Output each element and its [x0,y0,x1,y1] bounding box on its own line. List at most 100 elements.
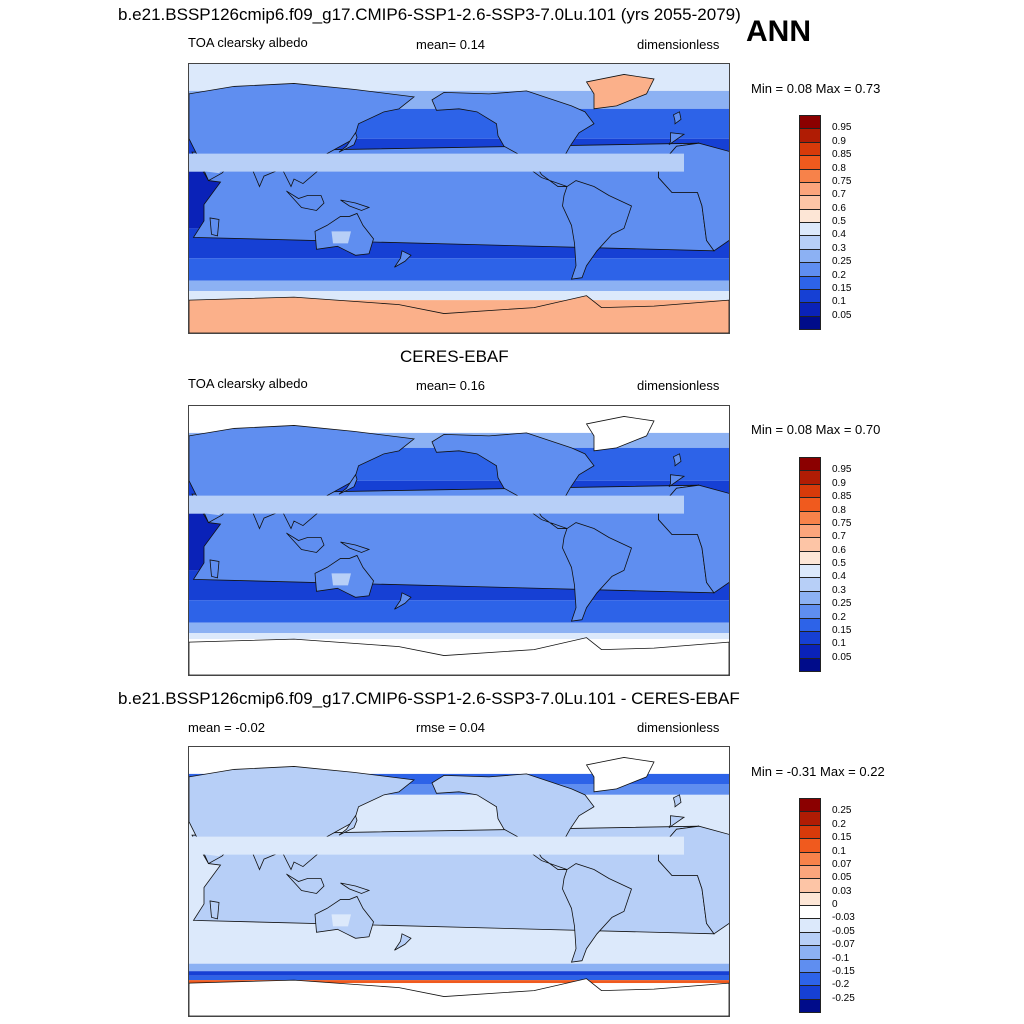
coastline-namerica [431,773,595,870]
colorbar-swatch [799,523,821,539]
coastline-indonesia [286,873,325,894]
bright-surface-patch [207,156,227,174]
colorbar-swatch [799,564,821,579]
coastline-greenland [585,757,655,793]
colorbar-swatch [799,302,821,317]
colorbar-swatch [799,457,821,472]
colorbar-swatch [799,483,821,499]
panel-1-variable-label: TOA clearsky albedo [188,35,308,50]
bright-surface-patch [331,573,351,586]
colorbar-swatch [799,918,821,933]
colorbar-swatch [799,945,821,960]
panel-2-units-label: dimensionless [637,378,720,393]
colorbar-swatch [799,811,821,826]
field-band [189,975,729,981]
coastline-namerica [431,432,595,529]
coastline-japan [338,473,358,495]
field-band [189,280,729,292]
coastline-samerica [562,180,632,280]
colorbar-swatch [799,931,821,947]
colorbar-tick-label: 0.8 [832,504,846,516]
coastline-japan [338,814,358,836]
colorbar-swatch [799,115,821,130]
coastline-japan [338,131,358,153]
field-band [189,980,729,984]
colorbar-tick-label: 0.75 [832,175,852,187]
coastline-indonesia [286,532,325,553]
coastline-uk [673,111,682,125]
colorbar-tick-label: 0.9 [832,477,846,489]
coastline-nz [394,250,412,268]
field-band [189,600,729,623]
colorbar-tick-label: 0.2 [832,611,846,623]
colorbar-tick-label: 0.1 [832,845,846,857]
panel-3-map [188,746,730,1017]
colorbar-swatch [799,798,821,813]
colorbar-swatch [799,155,821,170]
panel-2-mean-label: mean= 0.16 [416,378,486,393]
colorbar-swatch [799,168,821,183]
colorbar-tick-label: 0.25 [832,805,852,817]
colorbar-tick-label: 0.05 [832,872,852,884]
colorbar-swatch [799,470,821,485]
colorbar-swatch [799,878,821,893]
colorbar-tick-label: 0.7 [832,531,846,543]
colorbar-tick-label: 0.6 [832,544,846,556]
colorbar-swatch [799,985,821,1000]
colorbar-swatch [799,141,821,157]
colorbar-tick-label: -0.07 [832,939,855,951]
colorbar-swatch [799,577,821,592]
colorbar-swatch [799,315,821,330]
colorbar-swatch [799,617,821,632]
colorbar-swatch [799,235,821,250]
colorbar-tick-label: 0.85 [832,491,852,503]
coastline-madagascar [209,900,220,920]
panel-1-title: b.e21.BSSP126cmip6.f09_g17.CMIP6-SSP1-2.… [118,5,741,24]
colorbar-swatch [799,824,821,840]
colorbar-swatch [799,971,821,987]
bright-surface-patch [189,495,684,514]
colorbar-tick-label: -0.05 [832,925,855,937]
colorbar-tick-label: 0.6 [832,202,846,214]
bright-surface-patch [207,498,227,516]
colorbar-swatch [799,958,821,973]
colorbar-swatch [799,851,821,866]
colorbar-swatch [799,550,821,565]
colorbar-tick-label: 0.75 [832,517,852,529]
coastline-uk [673,794,682,808]
colorbar-tick-label: 0.8 [832,162,846,174]
coastline-newguinea [340,882,371,894]
coastline-uk [673,453,682,467]
coastline-antarctic [189,978,729,1016]
colorbar-tick-label: 0.4 [832,571,846,583]
colorbar-swatch [799,497,821,512]
bright-surface-patch [207,839,227,857]
colorbar-tick-label: -0.03 [832,912,855,924]
coastline-newguinea [340,541,371,553]
colorbar-swatch [799,248,821,264]
panel-3-mean-label: mean = -0.02 [188,720,265,735]
coastline-antarctic [189,295,729,333]
colorbar-swatch [799,891,821,906]
colorbar-tick-label: 0.15 [832,624,852,636]
field-band [189,971,729,976]
colorbar-tick-label: 0 [832,899,838,910]
colorbar-swatch [799,657,821,672]
colorbar-tick-label: -0.2 [832,979,850,991]
season-label: ANN [746,15,811,48]
colorbar-swatch [799,222,821,237]
panel-3-minmax-label: Min = -0.31 Max = 0.22 [751,764,885,779]
colorbar-tick-label: 0.2 [832,818,846,830]
field-band [189,633,729,640]
coastline-antarctic [189,637,729,675]
coastline-greenland [585,74,655,110]
colorbar-tick-label: 0.7 [832,189,846,201]
field-band [189,258,729,281]
colorbar-tick-label: 0.05 [832,651,852,663]
colorbar-tick-label: 0.07 [832,858,852,870]
panel-3-rmse-label: rmse = 0.04 [416,720,486,735]
field-band [189,963,729,972]
bright-surface-patch [331,231,351,244]
coastline-samerica [562,522,632,622]
panel-3-colorbar: 0.25 0.2 0.15 0.1 0.07 0.05 0.03 0 -0.03 -0.05 -0.… [799,798,855,1013]
